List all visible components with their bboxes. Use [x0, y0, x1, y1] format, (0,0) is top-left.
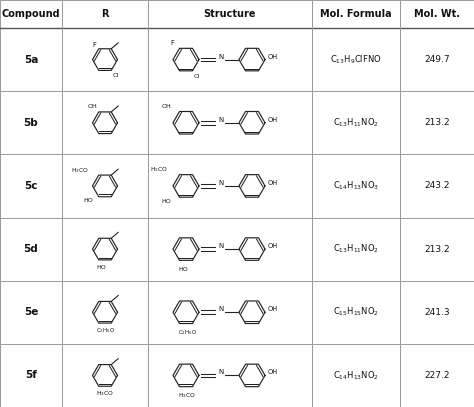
Text: 241.3: 241.3 [424, 308, 450, 317]
Text: Cl: Cl [193, 74, 200, 79]
Text: 5a: 5a [24, 55, 38, 65]
Text: 5e: 5e [24, 307, 38, 317]
Text: N: N [219, 306, 224, 312]
Text: HO: HO [83, 198, 93, 203]
Text: N: N [219, 54, 224, 59]
Text: H$_3$CO: H$_3$CO [178, 391, 196, 400]
Text: C$_{14}$H$_{13}$NO$_{2}$: C$_{14}$H$_{13}$NO$_{2}$ [333, 369, 379, 382]
Text: N: N [219, 243, 224, 249]
Text: 5f: 5f [25, 370, 37, 381]
Text: C$_2$H$_5$O: C$_2$H$_5$O [178, 328, 197, 337]
Text: HO: HO [178, 267, 188, 271]
Text: 5b: 5b [24, 118, 38, 128]
Text: 5d: 5d [24, 244, 38, 254]
Text: Compound: Compound [2, 9, 60, 19]
Text: C$_{13}$H$_{9}$ClFNO: C$_{13}$H$_{9}$ClFNO [330, 53, 382, 66]
Text: H$_3$CO: H$_3$CO [150, 165, 167, 174]
Text: C$_{13}$H$_{11}$NO$_{2}$: C$_{13}$H$_{11}$NO$_{2}$ [333, 116, 379, 129]
Text: C$_{14}$H$_{13}$NO$_{3}$: C$_{14}$H$_{13}$NO$_{3}$ [333, 179, 379, 192]
Text: Mol. Formula: Mol. Formula [320, 9, 392, 19]
Text: C$_{13}$H$_{11}$NO$_{2}$: C$_{13}$H$_{11}$NO$_{2}$ [333, 243, 379, 255]
Text: Structure: Structure [204, 9, 256, 19]
Text: OH: OH [268, 243, 278, 249]
Text: OH: OH [268, 54, 278, 59]
Text: N: N [219, 370, 224, 375]
Text: OH: OH [88, 105, 98, 109]
Text: OH: OH [162, 104, 172, 109]
Text: F: F [93, 42, 97, 48]
Text: 213.2: 213.2 [424, 245, 450, 254]
Text: C$_{15}$H$_{15}$NO$_{2}$: C$_{15}$H$_{15}$NO$_{2}$ [333, 306, 379, 319]
Text: OH: OH [268, 117, 278, 123]
Text: 213.2: 213.2 [424, 118, 450, 127]
Text: H$_3$CO: H$_3$CO [96, 389, 114, 398]
Text: OH: OH [268, 370, 278, 375]
Text: H$_3$CO: H$_3$CO [71, 166, 89, 175]
Text: F: F [171, 40, 174, 46]
Text: 5c: 5c [24, 181, 38, 191]
Text: N: N [219, 180, 224, 186]
Text: 227.2: 227.2 [424, 371, 450, 380]
Text: Cl: Cl [112, 73, 118, 78]
Text: R: R [101, 9, 109, 19]
Text: OH: OH [268, 180, 278, 186]
Text: 243.2: 243.2 [424, 182, 450, 190]
Text: N: N [219, 117, 224, 123]
Text: HO: HO [162, 199, 172, 204]
Text: 249.7: 249.7 [424, 55, 450, 64]
Text: C$_2$H$_5$O: C$_2$H$_5$O [96, 326, 115, 335]
Text: Mol. Wt.: Mol. Wt. [414, 9, 460, 19]
Text: HO: HO [96, 265, 106, 270]
Text: OH: OH [268, 306, 278, 312]
